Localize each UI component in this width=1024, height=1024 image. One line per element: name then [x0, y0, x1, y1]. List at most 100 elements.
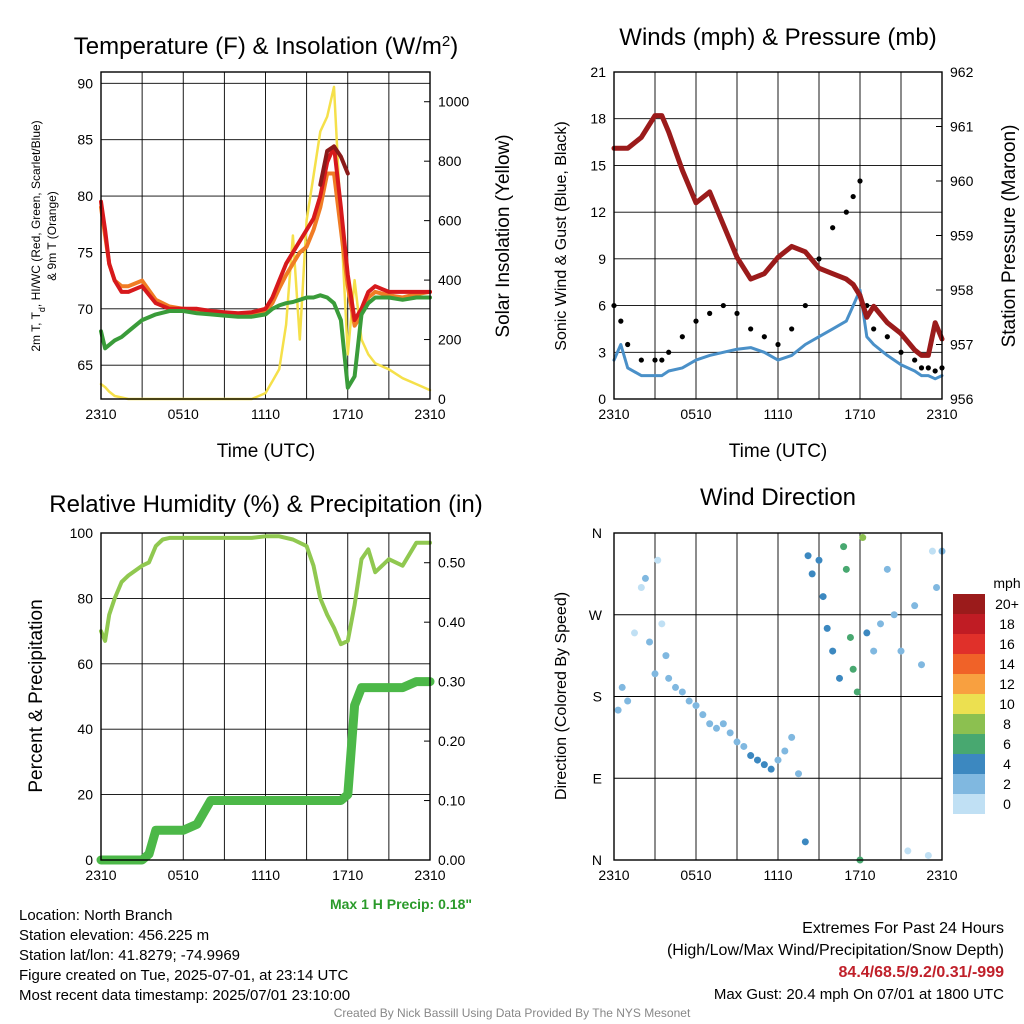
- legend-label: 6: [1003, 736, 1011, 752]
- wind-y-tick-label: 15: [590, 157, 606, 173]
- gust-point: [789, 326, 795, 332]
- pressure-line: [611, 113, 945, 358]
- dir-ylabel: Direction (Colored By Speed): [553, 592, 570, 800]
- wind-panel-title: Winds (mph) & Pressure (mb): [619, 24, 936, 51]
- legend-swatch: [953, 734, 985, 754]
- dir-x-tick-label: 0510: [680, 867, 711, 883]
- direction-point: [918, 661, 925, 669]
- gust-point: [707, 310, 713, 316]
- direction-point: [781, 747, 789, 755]
- temp-y2-tick-label: 0: [438, 391, 446, 407]
- direction-point: [719, 720, 727, 728]
- gust-point: [679, 334, 685, 340]
- direction-point: [754, 756, 761, 764]
- gust-point: [898, 349, 904, 355]
- gust-point: [843, 209, 849, 215]
- direction-point: [840, 543, 848, 551]
- temp-x-tick-label: 0510: [168, 406, 199, 422]
- direction-point: [654, 556, 662, 564]
- rh-ylabel: Percent & Precipitation: [26, 599, 47, 792]
- temp-y-tick-label: 85: [77, 132, 93, 148]
- wind-x-tick-label: 1110: [763, 406, 792, 422]
- direction-point: [836, 674, 843, 682]
- temp-y2-tick-label: 200: [438, 332, 462, 348]
- wind-ylabel: Sonic Wind & Gust (Blue, Black): [553, 121, 570, 350]
- wind-y-tick-label: 9: [598, 251, 606, 267]
- direction-point: [706, 720, 714, 728]
- dir-x-tick-label: 2310: [598, 867, 629, 883]
- direction-point: [890, 611, 898, 619]
- station-info: Location: North Branch Station elevation…: [19, 906, 350, 1006]
- direction-point: [842, 565, 850, 573]
- direction-point: [933, 584, 941, 591]
- gust-point: [652, 357, 658, 363]
- dir-panel-title: Wind Direction: [700, 484, 856, 511]
- direction-point: [678, 688, 686, 696]
- direction-point: [829, 647, 837, 655]
- gust-point: [918, 365, 925, 371]
- wind-y2-tick-label: 961: [950, 119, 974, 135]
- direction-point: [863, 629, 871, 637]
- temp-y-tick-label: 65: [77, 357, 93, 373]
- direction-point: [699, 711, 707, 719]
- temp-frame: [100, 71, 431, 400]
- gust-point: [625, 341, 631, 348]
- direction-point: [849, 665, 857, 673]
- direction-point: [911, 602, 919, 610]
- direction-point: [859, 534, 867, 542]
- direction-point: [804, 552, 812, 560]
- direction-point: [646, 638, 654, 646]
- gust-point: [871, 326, 877, 332]
- direction-point: [823, 624, 831, 632]
- extremes-subtitle: (High/Low/Max Wind/Precipitation/Snow De…: [666, 942, 1004, 959]
- temp-ylabel-2: & 9m T (Orange): [45, 191, 59, 281]
- rh-y-tick-label: 80: [77, 590, 93, 606]
- rh-y-tick-label: 20: [77, 787, 93, 803]
- gust-point: [666, 349, 672, 355]
- gust-point: [720, 302, 726, 309]
- wind-speed-line: [612, 288, 944, 381]
- temp-y2-tick-label: 1000: [438, 94, 469, 110]
- legend-label: 4: [1003, 756, 1011, 772]
- gust-point: [638, 357, 644, 363]
- legend-label: 18: [999, 616, 1015, 632]
- wind-y-tick-label: 18: [590, 111, 606, 127]
- temp-y2-tick-label: 400: [438, 272, 462, 288]
- temp-ylabel-1: 2m T, Td, HI/WC (Red, Green, Scarlet/Blu…: [29, 120, 47, 351]
- temp-y2-tick-label: 600: [438, 213, 462, 229]
- direction-point: [658, 620, 666, 628]
- dewpoint-line: [99, 293, 432, 390]
- rh-y2-tick-label: 0.40: [438, 614, 465, 630]
- legend-label: 0: [1003, 796, 1011, 812]
- rh-x-tick-label: 1110: [251, 867, 280, 883]
- rh-line: [99, 534, 432, 647]
- rh-x-tick-label: 0510: [168, 867, 199, 883]
- legend-label: 8: [1003, 716, 1011, 732]
- legend-label: 2: [1003, 776, 1011, 792]
- legend-label: 12: [999, 676, 1015, 692]
- wind-xlabel: Time (UTC): [729, 441, 828, 462]
- gust-point: [775, 341, 781, 348]
- rh-x-tick-label: 2310: [85, 867, 116, 883]
- legend-swatch: [953, 794, 985, 814]
- wind-y-tick-label: 6: [598, 298, 606, 314]
- temp-y-tick-label: 80: [77, 188, 93, 204]
- gust-point: [761, 334, 767, 340]
- legend-label: 16: [999, 636, 1015, 652]
- direction-point: [624, 697, 632, 705]
- direction-point: [662, 652, 670, 660]
- wind-y2-tick-label: 956: [950, 391, 974, 407]
- dir-y-tick-label: N: [592, 852, 602, 868]
- gust-point: [850, 193, 856, 200]
- temp-x-tick-label: 2310: [85, 406, 116, 422]
- direction-point: [924, 851, 932, 859]
- direction-point: [747, 752, 755, 760]
- direction-point: [692, 702, 700, 710]
- legend-swatch: [953, 754, 985, 774]
- gust-point: [816, 256, 822, 262]
- wind-y2-tick-label: 962: [950, 64, 974, 80]
- rh-y-tick-label: 60: [77, 656, 93, 672]
- recent-data-text: Most recent data timestamp: 2025/07/01 2…: [19, 987, 351, 1004]
- direction-point: [641, 574, 649, 582]
